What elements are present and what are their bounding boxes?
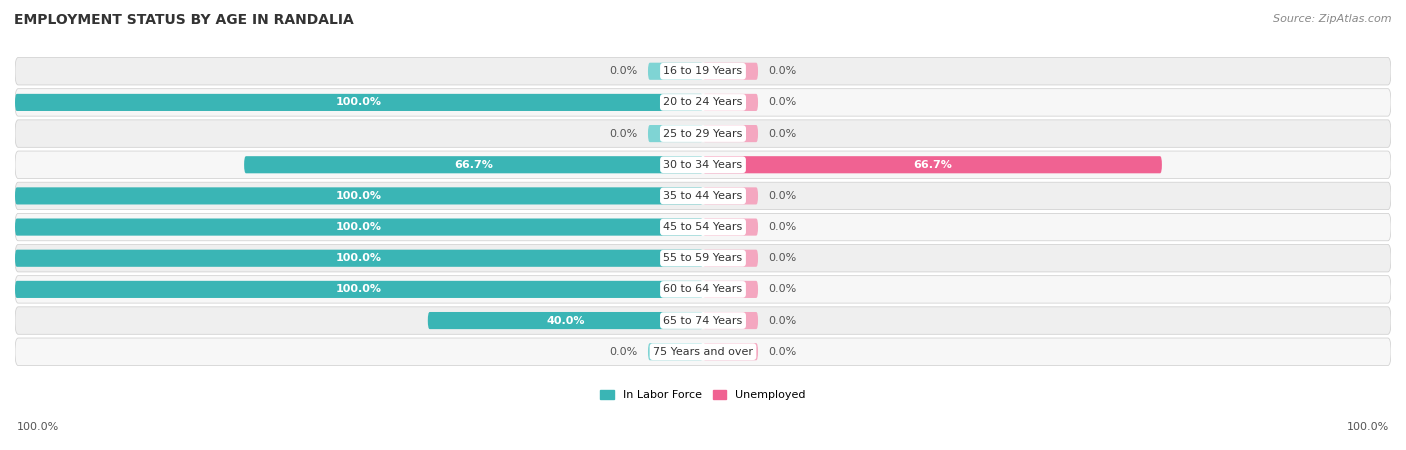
FancyBboxPatch shape [15, 151, 1391, 179]
FancyBboxPatch shape [15, 219, 703, 236]
FancyBboxPatch shape [703, 343, 758, 360]
Text: 100.0%: 100.0% [336, 222, 382, 232]
FancyBboxPatch shape [703, 250, 758, 267]
FancyBboxPatch shape [648, 343, 703, 360]
FancyBboxPatch shape [427, 312, 703, 329]
FancyBboxPatch shape [15, 89, 1391, 116]
FancyBboxPatch shape [15, 276, 1391, 303]
Text: 0.0%: 0.0% [609, 66, 638, 76]
Text: Source: ZipAtlas.com: Source: ZipAtlas.com [1274, 14, 1392, 23]
Text: 0.0%: 0.0% [768, 66, 797, 76]
FancyBboxPatch shape [15, 120, 1391, 147]
FancyBboxPatch shape [245, 156, 703, 173]
FancyBboxPatch shape [703, 125, 758, 142]
FancyBboxPatch shape [648, 125, 703, 142]
Text: 100.0%: 100.0% [336, 253, 382, 263]
FancyBboxPatch shape [15, 182, 1391, 210]
FancyBboxPatch shape [703, 187, 758, 204]
FancyBboxPatch shape [15, 58, 1391, 85]
Text: 0.0%: 0.0% [768, 222, 797, 232]
FancyBboxPatch shape [703, 94, 758, 111]
Text: EMPLOYMENT STATUS BY AGE IN RANDALIA: EMPLOYMENT STATUS BY AGE IN RANDALIA [14, 14, 354, 27]
FancyBboxPatch shape [703, 156, 1161, 173]
Text: 45 to 54 Years: 45 to 54 Years [664, 222, 742, 232]
Text: 66.7%: 66.7% [454, 160, 494, 170]
Text: 20 to 24 Years: 20 to 24 Years [664, 97, 742, 108]
FancyBboxPatch shape [703, 219, 758, 236]
Text: 25 to 29 Years: 25 to 29 Years [664, 129, 742, 139]
FancyBboxPatch shape [15, 213, 1391, 241]
FancyBboxPatch shape [15, 307, 1391, 334]
Text: 0.0%: 0.0% [768, 129, 797, 139]
FancyBboxPatch shape [703, 63, 758, 80]
FancyBboxPatch shape [15, 187, 703, 204]
FancyBboxPatch shape [703, 312, 758, 329]
FancyBboxPatch shape [703, 281, 758, 298]
FancyBboxPatch shape [15, 94, 703, 111]
Text: 75 Years and over: 75 Years and over [652, 346, 754, 357]
Text: 0.0%: 0.0% [768, 97, 797, 108]
Text: 60 to 64 Years: 60 to 64 Years [664, 284, 742, 294]
Text: 0.0%: 0.0% [768, 284, 797, 294]
Text: 16 to 19 Years: 16 to 19 Years [664, 66, 742, 76]
Text: 40.0%: 40.0% [546, 315, 585, 325]
FancyBboxPatch shape [15, 244, 1391, 272]
Text: 0.0%: 0.0% [768, 253, 797, 263]
Text: 100.0%: 100.0% [1347, 422, 1389, 432]
Text: 30 to 34 Years: 30 to 34 Years [664, 160, 742, 170]
Text: 0.0%: 0.0% [609, 346, 638, 357]
FancyBboxPatch shape [15, 338, 1391, 365]
Text: 0.0%: 0.0% [768, 315, 797, 325]
Legend: In Labor Force, Unemployed: In Labor Force, Unemployed [596, 386, 810, 405]
Text: 100.0%: 100.0% [336, 191, 382, 201]
Text: 65 to 74 Years: 65 to 74 Years [664, 315, 742, 325]
Text: 0.0%: 0.0% [609, 129, 638, 139]
Text: 55 to 59 Years: 55 to 59 Years [664, 253, 742, 263]
Text: 100.0%: 100.0% [336, 284, 382, 294]
Text: 100.0%: 100.0% [17, 422, 59, 432]
FancyBboxPatch shape [15, 281, 703, 298]
Text: 0.0%: 0.0% [768, 191, 797, 201]
Text: 0.0%: 0.0% [768, 346, 797, 357]
FancyBboxPatch shape [15, 250, 703, 267]
Text: 66.7%: 66.7% [912, 160, 952, 170]
Text: 35 to 44 Years: 35 to 44 Years [664, 191, 742, 201]
Text: 100.0%: 100.0% [336, 97, 382, 108]
FancyBboxPatch shape [648, 63, 703, 80]
